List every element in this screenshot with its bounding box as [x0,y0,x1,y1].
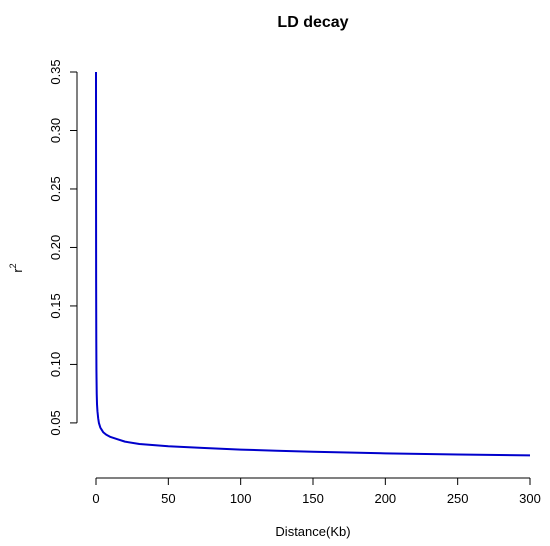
y-axis-ticks: 0.05 0.10 0.15 0.20 0.25 0.30 0.35 [48,59,77,436]
y-axis-label-base: r [10,268,25,273]
x-tick-label: 150 [302,491,324,506]
chart-title: LD decay [277,14,348,31]
y-tick-label: 0.25 [48,176,63,201]
y-tick-label: 0.35 [48,59,63,84]
x-tick-label: 50 [161,491,175,506]
y-tick-label: 0.10 [48,352,63,377]
x-tick-label: 200 [374,491,396,506]
y-tick-label: 0.05 [48,410,63,435]
x-axis-label: Distance(Kb) [275,524,350,539]
x-tick-label: 0 [92,491,99,506]
x-tick-label: 100 [230,491,252,506]
y-tick-label: 0.30 [48,118,63,143]
y-axis-label: r2 [8,263,25,272]
y-tick-label: 0.15 [48,293,63,318]
x-axis-ticks: 0 50 100 150 200 250 300 [92,478,541,506]
y-tick-label: 0.20 [48,235,63,260]
x-tick-label: 250 [447,491,469,506]
ld-decay-series-line [95,71,531,457]
plot-area [95,71,531,457]
y-axis-label-superscript: 2 [8,263,18,268]
x-tick-label: 300 [519,491,541,506]
